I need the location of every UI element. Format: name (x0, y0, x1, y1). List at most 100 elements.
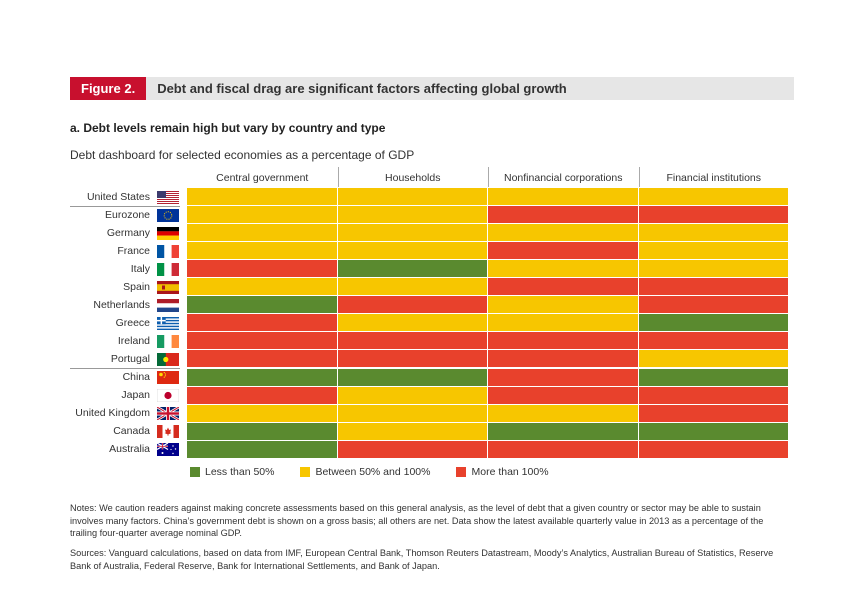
heatmap-cell (337, 296, 487, 314)
legend-label: Between 50% and 100% (315, 466, 431, 478)
heatmap-cell (638, 440, 788, 458)
column-separator (488, 167, 489, 187)
eu-flag-icon (157, 208, 179, 222)
heatmap-cell (488, 260, 638, 278)
heatmap-cell (488, 188, 638, 206)
heatmap-cell (638, 332, 788, 350)
germany-flag-icon (157, 226, 179, 240)
heatmap-cell (488, 242, 638, 260)
ireland-flag-icon (157, 334, 179, 348)
heatmap-cell (638, 242, 788, 260)
heatmap-cell (187, 188, 337, 206)
heatmap-cell (488, 314, 638, 332)
heatmap-cell (337, 278, 487, 296)
country-label: Germany (106, 226, 150, 239)
heatmap-cell (638, 404, 788, 422)
spain-flag-icon (157, 280, 179, 294)
panel-description: Debt dashboard for selected economies as… (70, 148, 415, 162)
column-header: Nonfinancial corporations (504, 172, 623, 184)
notes-text: Notes: We caution readers against making… (70, 503, 764, 538)
heatmap-cell (187, 278, 337, 296)
heatmap-cell (187, 224, 337, 242)
us-flag-icon (157, 190, 179, 204)
heatmap-cell (337, 224, 487, 242)
heatmap-cell (337, 242, 487, 260)
japan-flag-icon (157, 389, 179, 403)
china-flag-icon (157, 371, 179, 384)
country-label: United Kingdom (75, 407, 150, 420)
heatmap-cell (187, 206, 337, 224)
country-label: Portugal (110, 352, 150, 365)
country-label: United States (86, 190, 150, 203)
heatmap-cell (638, 350, 788, 368)
country-label: France (117, 244, 150, 257)
legend-item: Between 50% and 100% (300, 466, 430, 478)
heatmap-cell (187, 332, 337, 350)
heatmap-cell (337, 368, 487, 386)
heatmap-cell (638, 260, 788, 278)
heatmap-cell (638, 368, 788, 386)
column-separator (638, 167, 640, 187)
heatmap-cell (187, 404, 337, 422)
figure-title: Debt and fiscal drag are significant fac… (157, 81, 567, 96)
sources-text: Sources: Vanguard calculations, based on… (70, 548, 774, 571)
heatmap-cell (488, 404, 638, 422)
heatmap-cell (337, 314, 487, 332)
heatmap-cell (638, 188, 788, 206)
heatmap-cell (337, 404, 487, 422)
country-label: Greece (115, 316, 150, 329)
france-flag-icon (157, 244, 179, 258)
heatmap-cell (488, 332, 638, 350)
country-label: Spain (123, 280, 150, 293)
heatmap-cell (638, 206, 788, 224)
heatmap-cell (488, 278, 638, 296)
heatmap-cell (187, 350, 337, 368)
column-header: Households (385, 172, 441, 184)
heatmap-cell (337, 386, 487, 404)
heatmap-cell (638, 314, 788, 332)
figure-label: Figure 2. (70, 77, 147, 100)
country-label: Eurozone (105, 208, 150, 221)
heatmap-cell (488, 296, 638, 314)
legend-item: More than 100% (456, 466, 549, 478)
heatmap-cell (488, 224, 638, 242)
canada-flag-icon (157, 425, 179, 439)
legend-item: Less than 50% (190, 466, 274, 478)
group-separator (70, 368, 180, 369)
netherlands-flag-icon (157, 298, 179, 312)
australia-flag-icon (157, 443, 179, 457)
legend-label: Less than 50% (205, 466, 275, 478)
heatmap-cell (488, 350, 638, 368)
italy-flag-icon (157, 262, 179, 276)
heatmap-cell (337, 188, 487, 206)
heatmap-cell (337, 350, 487, 368)
column-header: Central government (216, 172, 309, 184)
heatmap-cell (638, 224, 788, 242)
heatmap-cell (488, 440, 638, 458)
heatmap-cell (187, 314, 337, 332)
panel-subtitle: a. Debt levels remain high but vary by c… (70, 121, 386, 135)
country-label: Japan (121, 389, 150, 402)
heatmap-cell (638, 296, 788, 314)
heatmap-cell (638, 422, 788, 440)
group-separator (70, 205, 180, 207)
heatmap-cell (187, 296, 337, 314)
heatmap-cell (488, 206, 638, 224)
legend-label: More than 100% (471, 466, 549, 478)
heatmap-cell (187, 422, 337, 440)
heatmap-cell (337, 206, 487, 224)
chart-legend: Less than 50% Between 50% and 100% More th… (190, 466, 575, 478)
heatmap-cell (638, 278, 788, 296)
heatmap-cell (337, 422, 487, 440)
legend-swatch (190, 467, 200, 477)
portugal-flag-icon (157, 352, 179, 366)
heatmap-cell (488, 422, 638, 440)
legend-swatch (300, 467, 311, 477)
figure-header: Figure 2. Debt and fiscal drag are signi… (70, 77, 794, 100)
heatmap-cell (187, 260, 337, 278)
heatmap-cell (638, 386, 788, 404)
heatmap-cell (337, 332, 487, 350)
heatmap-cell (337, 260, 487, 278)
heatmap-cell (488, 368, 638, 386)
heatmap-cell (187, 368, 337, 386)
